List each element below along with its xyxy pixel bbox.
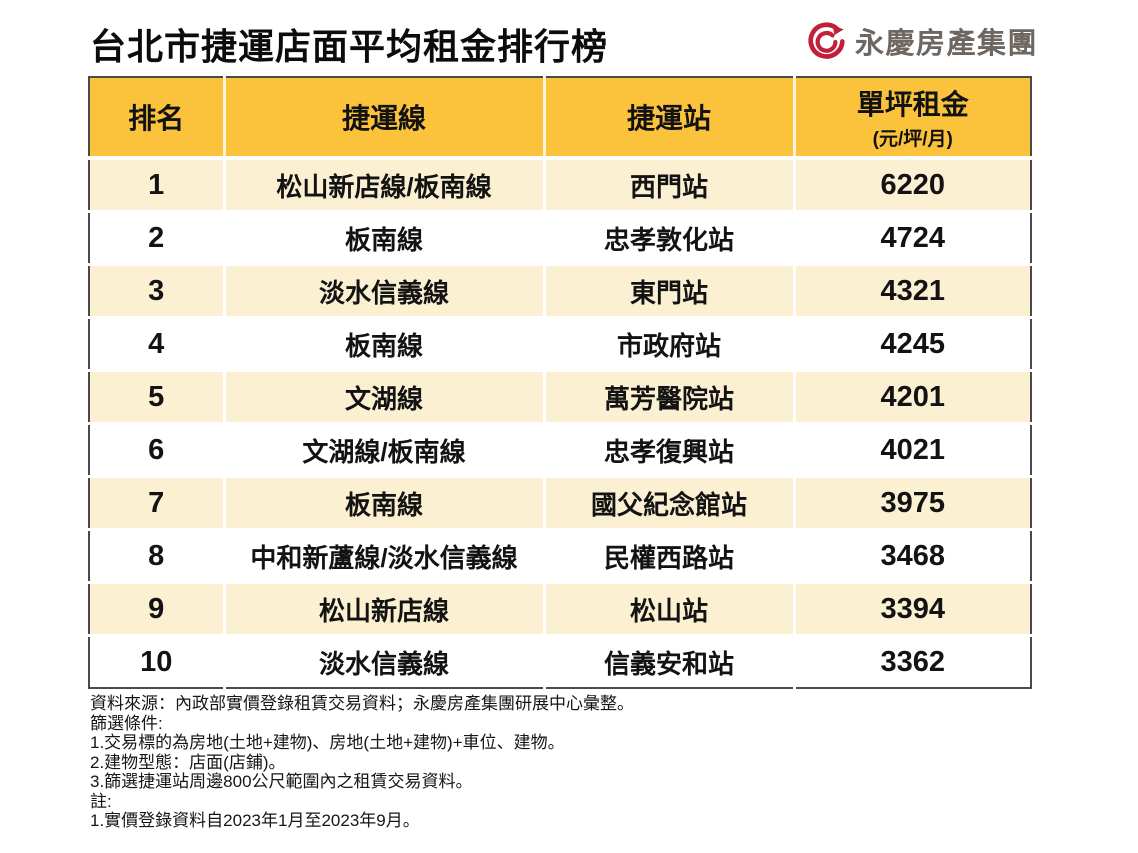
cell-rank: 9 <box>89 582 224 636</box>
cell-rank: 5 <box>89 370 224 424</box>
footnote-line: 資料來源：內政部實價登錄租賃交易資料；永慶房產集團研展中心彙整。 <box>90 694 634 713</box>
cell-line: 淡水信義線 <box>222 635 544 688</box>
cell-line: 板南線 <box>222 211 544 265</box>
column-header-rank-label: 排名 <box>128 103 185 134</box>
footnotes: 資料來源：內政部實價登錄租賃交易資料；永慶房產集團研展中心彙整。 篩選條件: 1.交… <box>90 694 634 831</box>
cell-station: 西門站 <box>542 158 794 212</box>
footnote-line: 3.篩選捷運站周邊800公尺範圍內之租賃交易資料。 <box>90 772 473 791</box>
cell-line: 中和新蘆線/淡水信義線 <box>222 529 544 583</box>
cell-station: 信義安和站 <box>542 635 794 688</box>
cell-rent: 3468 <box>792 529 1031 583</box>
footnote-line: 1.實價登錄資料自2023年1月至2023年9月。 <box>90 811 420 830</box>
column-header-rent-label: 單坪租金 <box>856 89 969 120</box>
table-row: 1 松山新店線/板南線 西門站 6220 <box>89 158 1031 212</box>
cell-rent: 4321 <box>792 264 1031 318</box>
cell-rank: 4 <box>89 317 224 371</box>
column-header-rent-unit: (元/坪/月) <box>872 129 953 150</box>
cell-rent: 4724 <box>792 211 1031 265</box>
table-row: 2 板南線 忠孝敦化站 4724 <box>89 211 1031 265</box>
cell-station: 萬芳醫院站 <box>542 370 794 424</box>
cell-line: 板南線 <box>222 476 544 530</box>
cell-rank: 2 <box>89 211 224 265</box>
cell-line: 板南線 <box>222 317 544 371</box>
column-header-line: 捷運線 <box>222 77 544 160</box>
column-header-line-label: 捷運線 <box>341 103 426 134</box>
table-row: 9 松山新店線 松山站 3394 <box>89 582 1031 636</box>
cell-station: 松山站 <box>542 582 794 636</box>
cell-station: 東門站 <box>542 264 794 318</box>
table-header: 排名 捷運線 捷運站 單坪租金 (元/坪/月) <box>89 77 1031 160</box>
brand-name: 永慶房產集團 <box>855 28 1039 60</box>
cell-rent: 4245 <box>792 317 1031 371</box>
cell-rank: 10 <box>89 635 224 688</box>
footnote-line: 註: <box>90 791 112 811</box>
yongching-g-icon <box>808 22 845 59</box>
cell-rent: 3975 <box>792 476 1031 530</box>
cell-station: 民權西路站 <box>542 529 794 583</box>
cell-rent: 4201 <box>792 370 1031 424</box>
cell-rent: 3394 <box>792 582 1031 636</box>
cell-rank: 3 <box>89 264 224 318</box>
cell-line: 松山新店線 <box>222 582 544 636</box>
cell-line: 淡水信義線 <box>222 264 544 318</box>
cell-rent: 6220 <box>792 158 1031 212</box>
table-row: 10 淡水信義線 信義安和站 3362 <box>89 635 1031 688</box>
cell-rank: 1 <box>89 158 224 212</box>
cell-line: 松山新店線/板南線 <box>222 158 544 212</box>
table-row: 6 文湖線/板南線 忠孝復興站 4021 <box>89 423 1031 477</box>
cell-station: 市政府站 <box>542 317 794 371</box>
cell-rank: 7 <box>89 476 224 530</box>
brand-logo: 永慶房產集團 <box>806 20 1038 62</box>
cell-station: 國父紀念館站 <box>542 476 794 530</box>
cell-rent: 4021 <box>792 423 1031 477</box>
footnote-line: 2.建物型態：店面(店鋪)。 <box>90 752 286 772</box>
table-body: 1 松山新店線/板南線 西門站 6220 2 板南線 忠孝敦化站 4724 3 … <box>89 158 1031 688</box>
cell-line: 文湖線 <box>222 370 544 424</box>
cell-rent: 3362 <box>792 635 1031 688</box>
footnote-line: 1.交易標的為房地(土地+建物)、房地(土地+建物)+車位、建物。 <box>90 733 565 752</box>
column-header-station-label: 捷運站 <box>626 103 711 134</box>
cell-station: 忠孝敦化站 <box>542 211 794 265</box>
table-row: 4 板南線 市政府站 4245 <box>89 317 1031 371</box>
column-header-rent: 單坪租金 (元/坪/月) <box>792 77 1031 160</box>
cell-rank: 6 <box>89 423 224 477</box>
column-header-rank: 排名 <box>89 77 224 160</box>
column-header-station: 捷運站 <box>542 77 794 160</box>
cell-line: 文湖線/板南線 <box>222 423 544 477</box>
header-row: 排名 捷運線 捷運站 單坪租金 (元/坪/月) <box>89 77 1031 160</box>
table-row: 8 中和新蘆線/淡水信義線 民權西路站 3468 <box>89 529 1031 583</box>
footnote-line: 篩選條件: <box>90 713 163 733</box>
table-row: 3 淡水信義線 東門站 4321 <box>89 264 1031 318</box>
cell-station: 忠孝復興站 <box>542 423 794 477</box>
cell-rank: 8 <box>89 529 224 583</box>
table-row: 5 文湖線 萬芳醫院站 4201 <box>89 370 1031 424</box>
page-title: 台北市捷運店面平均租金排行榜 <box>90 26 609 67</box>
table-row: 7 板南線 國父紀念館站 3975 <box>89 476 1031 530</box>
rent-ranking-table: 排名 捷運線 捷運站 單坪租金 (元/坪/月) 1 松山新店線/板南線 西門站 … <box>88 76 1032 689</box>
